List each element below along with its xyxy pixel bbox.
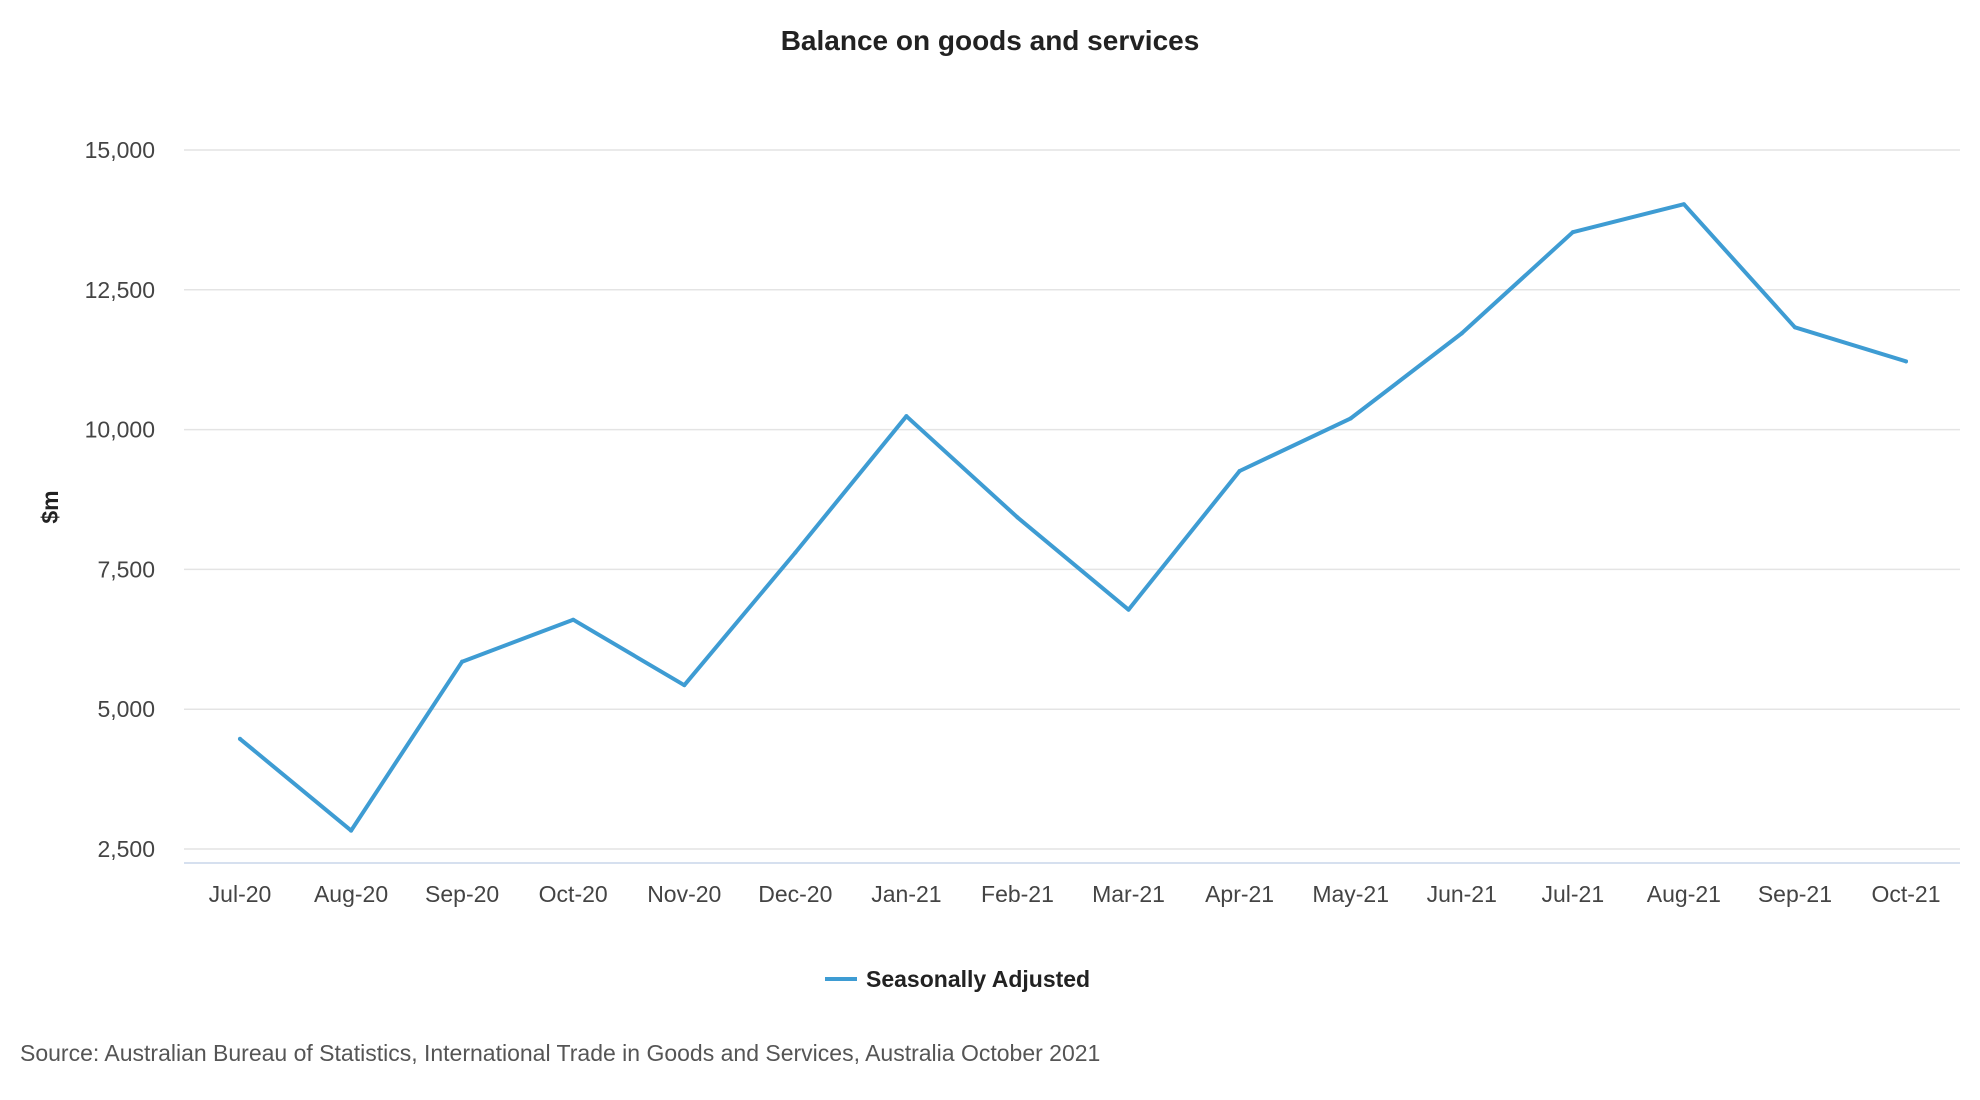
x-tick-label: Jun-21: [1427, 881, 1497, 907]
y-axis-ticks: 2,500 5,000 7,500 10,000 12,500 15,000: [85, 137, 155, 862]
x-tick-label: Oct-20: [539, 881, 608, 907]
data-point: [1792, 325, 1797, 330]
gridlines: [184, 149, 1960, 850]
data-point: [1126, 607, 1131, 612]
data-point: [1459, 331, 1464, 336]
x-axis-ticks: Jul-20 Aug-20 Sep-20 Oct-20 Nov-20 Dec-20 Jan-…: [209, 881, 1941, 907]
x-tick-label: Oct-21: [1871, 881, 1940, 907]
x-tick-label: Mar-21: [1092, 881, 1165, 907]
data-point: [1348, 416, 1353, 421]
data-point: [793, 550, 798, 555]
data-point: [1237, 468, 1242, 473]
x-tick-label: Dec-20: [758, 881, 832, 907]
y-tick-label: 15,000: [85, 137, 155, 163]
data-point: [1904, 359, 1908, 364]
data-point: [1015, 515, 1020, 520]
chart-title: Balance on goods and services: [781, 25, 1200, 56]
x-tick-label: Sep-20: [425, 881, 499, 907]
x-tick-label: Sep-21: [1758, 881, 1832, 907]
x-tick-label: Jul-20: [209, 881, 272, 907]
legend: Seasonally Adjusted: [825, 966, 1090, 992]
x-tick-label: May-21: [1312, 881, 1389, 907]
x-tick-label: Aug-21: [1647, 881, 1721, 907]
y-axis-title: $m: [37, 490, 63, 523]
x-tick-label: Apr-21: [1205, 881, 1274, 907]
x-tick-label: Jan-21: [871, 881, 941, 907]
data-point: [460, 659, 465, 664]
data-point: [904, 414, 909, 419]
x-tick-label: Feb-21: [981, 881, 1054, 907]
data-point: [1570, 230, 1575, 235]
y-tick-label: 7,500: [97, 556, 155, 582]
y-tick-label: 12,500: [85, 277, 155, 303]
data-point: [238, 736, 242, 741]
x-tick-label: Jul-21: [1541, 881, 1604, 907]
data-point: [1681, 202, 1686, 207]
x-tick-label: Aug-20: [314, 881, 388, 907]
data-point: [682, 683, 687, 688]
y-tick-label: 5,000: [97, 696, 155, 722]
series-lines: [238, 202, 1908, 833]
y-tick-label: 2,500: [97, 836, 155, 862]
source-note: Source: Australian Bureau of Statistics,…: [20, 1040, 1100, 1066]
series-line-seasonally-adjusted: [238, 202, 1908, 833]
legend-label-seasonally-adjusted: Seasonally Adjusted: [866, 966, 1090, 992]
data-point: [571, 617, 576, 622]
y-tick-label: 10,000: [85, 417, 155, 443]
data-point: [349, 828, 354, 833]
x-tick-label: Nov-20: [647, 881, 721, 907]
